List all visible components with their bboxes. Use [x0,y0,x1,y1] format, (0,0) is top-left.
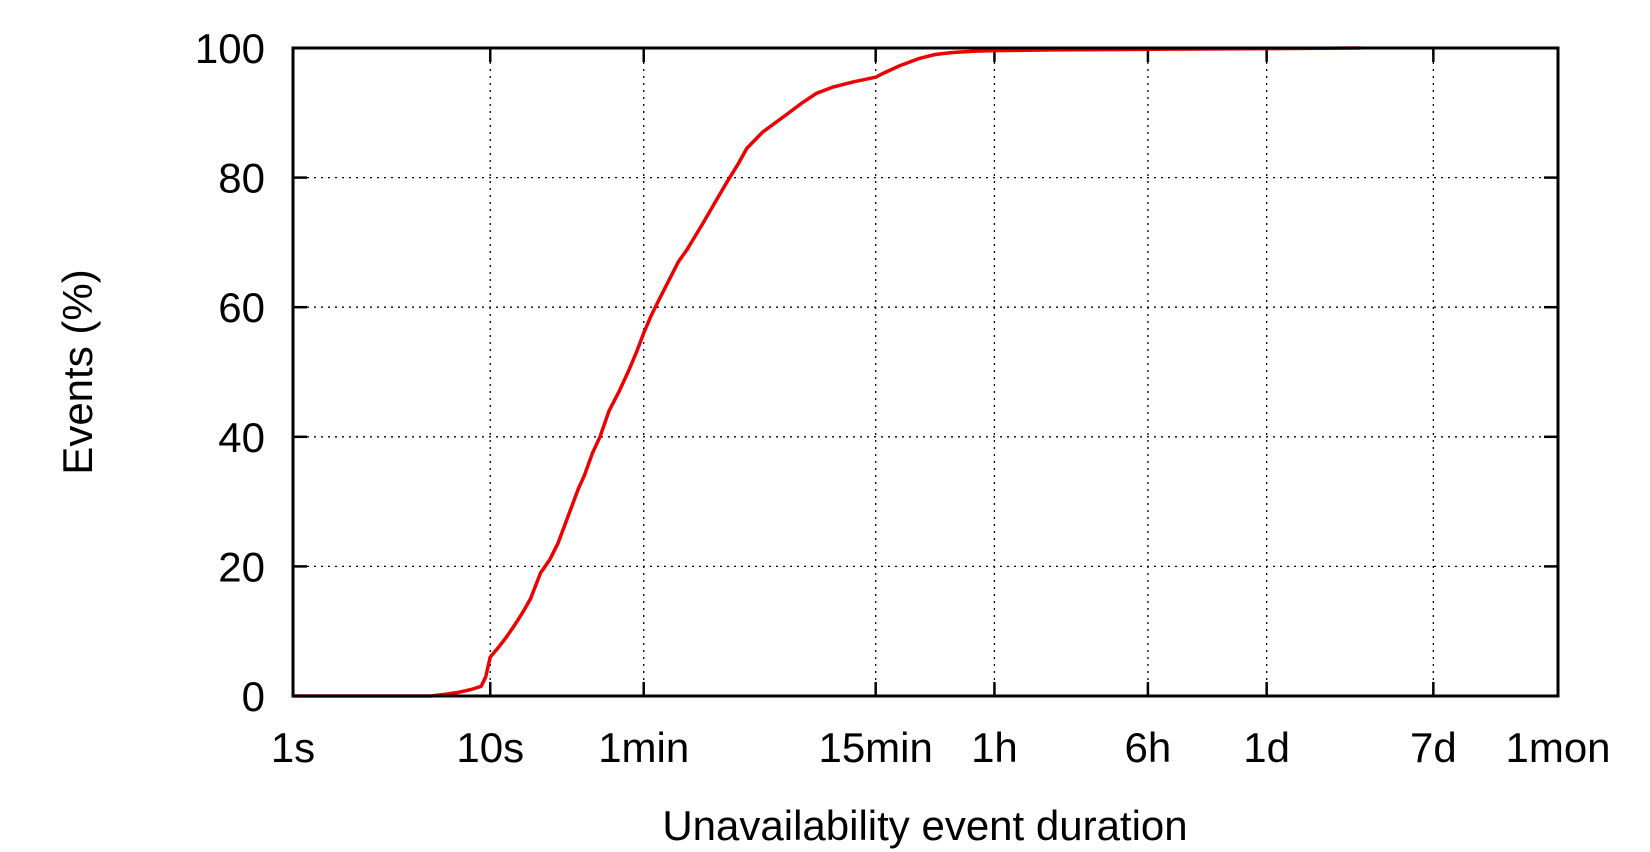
cdf-series-line [293,46,1361,698]
x-tick-label: 10s [456,724,524,771]
series [293,46,1361,698]
y-axis-title: Events (%) [54,269,101,474]
x-tick-label: 6h [1125,724,1172,771]
plot-frame [291,46,1560,698]
y-tick-label: 40 [218,414,265,461]
grid [293,48,1558,696]
y-tick-label: 20 [218,543,265,590]
y-tick-label: 100 [195,25,265,72]
y-tick-label: 0 [242,673,265,720]
x-tick-label: 1s [271,724,315,771]
x-axis-title: Unavailability event duration [662,802,1187,849]
x-tick-label: 1h [971,724,1018,771]
x-tick-label: 1d [1243,724,1290,771]
tick-labels: 1s 10s 1min 15min 1h 6h 1d 7d 1mon 0 20 40 60 80 100 [195,25,1611,771]
y-tick-label: 60 [218,284,265,331]
ticks [293,46,1558,698]
x-tick-label: 1mon [1505,724,1610,771]
x-tick-label: 1min [598,724,689,771]
x-tick-label: 7d [1410,724,1457,771]
x-tick-label: 15min [818,724,932,771]
y-tick-label: 80 [218,155,265,202]
